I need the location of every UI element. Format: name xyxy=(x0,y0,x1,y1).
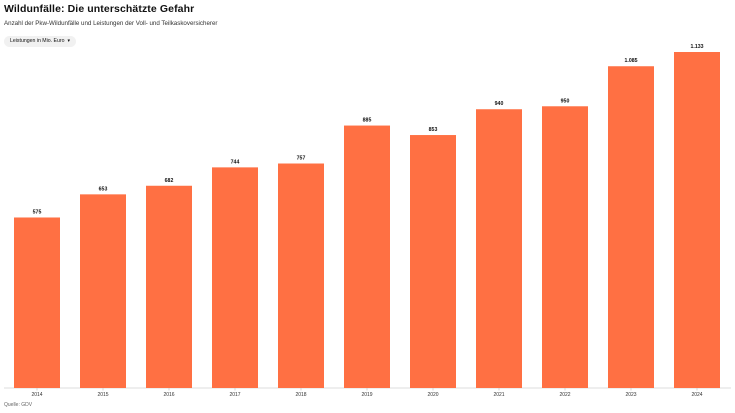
bar-2019[interactable] xyxy=(344,125,390,388)
x-tick-label-2014: 2014 xyxy=(31,392,42,398)
page-subtitle: Anzahl der Pkw-Wildunfälle und Leistunge… xyxy=(4,20,218,27)
bar-2021[interactable] xyxy=(476,109,522,388)
bar-2017[interactable] xyxy=(212,167,258,388)
value-label-2020: 853 xyxy=(429,127,438,133)
x-tick-label-2024: 2024 xyxy=(691,392,702,398)
value-label-2024: 1.133 xyxy=(691,44,704,50)
bar-2024[interactable] xyxy=(674,52,720,388)
value-label-2019: 885 xyxy=(363,118,372,124)
x-tick-label-2015: 2015 xyxy=(97,392,108,398)
value-label-2018: 757 xyxy=(297,156,306,162)
bar-2020[interactable] xyxy=(410,135,456,388)
chevron-down-icon: ▾ xyxy=(67,38,71,44)
bar-2015[interactable] xyxy=(80,194,126,388)
x-tick-label-2023: 2023 xyxy=(625,392,636,398)
x-tick-label-2020: 2020 xyxy=(427,392,438,398)
value-label-2021: 940 xyxy=(495,101,504,107)
bar-2014[interactable] xyxy=(14,217,60,388)
value-label-2023: 1.085 xyxy=(625,58,638,64)
x-tick-label-2022: 2022 xyxy=(559,392,570,398)
x-tick-label-2019: 2019 xyxy=(361,392,372,398)
bar-2023[interactable] xyxy=(608,66,654,388)
x-tick-label-2016: 2016 xyxy=(163,392,174,398)
x-tick-label-2018: 2018 xyxy=(295,392,306,398)
metric-dropdown-label: Leistungen in Mio. Euro xyxy=(10,38,65,44)
value-label-2017: 744 xyxy=(231,159,240,165)
bar-2016[interactable] xyxy=(146,185,192,388)
value-label-2016: 682 xyxy=(165,178,174,184)
value-label-2022: 950 xyxy=(561,98,570,104)
x-tick-label-2017: 2017 xyxy=(229,392,240,398)
bar-2022[interactable] xyxy=(542,106,588,388)
bar-2018[interactable] xyxy=(278,163,324,388)
source-note: Quelle: GDV xyxy=(4,402,33,408)
value-label-2015: 653 xyxy=(99,186,108,192)
x-tick-label-2021: 2021 xyxy=(493,392,504,398)
metric-dropdown[interactable]: Leistungen in Mio. Euro ▾ xyxy=(4,36,77,47)
value-label-2014: 575 xyxy=(33,209,42,215)
page-title: Wildunfälle: Die unterschätzte Gefahr xyxy=(4,3,195,15)
